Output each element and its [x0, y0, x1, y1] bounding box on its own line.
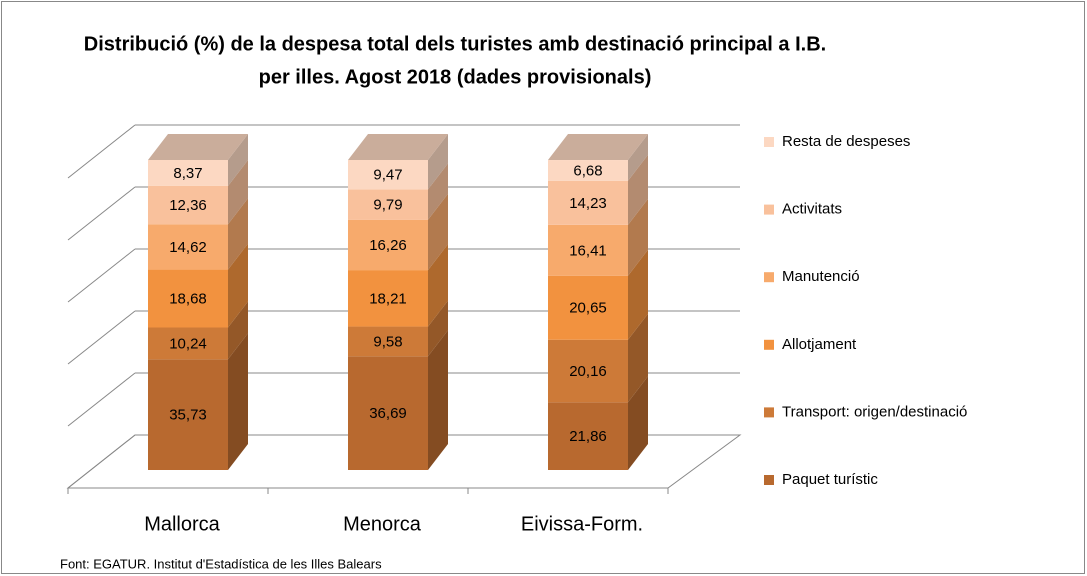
value-label: 9,79 [373, 197, 402, 214]
bar-side [428, 244, 448, 327]
bar-top [148, 134, 248, 160]
value-label: 9,47 [373, 167, 402, 184]
bar-side [428, 330, 448, 470]
legend-label: Resta de despeses [782, 133, 910, 150]
value-label: 16,26 [369, 237, 407, 254]
legend-swatch [764, 407, 774, 418]
legend-swatch [764, 137, 774, 147]
value-label: 12,36 [169, 197, 207, 214]
bar-segment [548, 224, 628, 276]
bar-side [628, 313, 648, 403]
grid-line [67, 310, 136, 365]
bar-side [228, 159, 248, 225]
value-label: 14,62 [169, 239, 207, 256]
grid-line [67, 186, 136, 241]
value-label: 35,73 [169, 407, 207, 424]
bar-segment [548, 402, 628, 470]
legend-label: Manutenció [782, 268, 860, 285]
bar-segment [348, 356, 428, 470]
value-label: 36,69 [369, 405, 407, 422]
bar-segment [548, 180, 628, 225]
grid-line [67, 372, 136, 427]
bar-segment [548, 275, 628, 340]
bar-side [628, 134, 648, 181]
bar-side [628, 198, 648, 276]
grid-line [67, 124, 136, 179]
value-label: 10,24 [169, 335, 207, 352]
grid-line [67, 248, 136, 303]
value-label: 18,68 [169, 291, 207, 308]
legend-label: Allotjament [782, 336, 857, 353]
bar-top [348, 134, 448, 160]
bar-side [228, 134, 248, 186]
value-label: 8,37 [173, 165, 202, 182]
bar-segment [348, 326, 428, 357]
bar-segment [348, 219, 428, 271]
bar-segment [348, 160, 428, 190]
value-label: 14,23 [569, 195, 607, 212]
value-label: 20,65 [569, 300, 607, 317]
legend-swatch [764, 272, 774, 283]
value-label: 20,16 [569, 363, 607, 380]
bar-side [628, 249, 648, 340]
bar-side [428, 163, 448, 220]
value-label: 18,21 [369, 290, 407, 307]
bar-segment [548, 339, 628, 403]
legend-label: Transport: origen/destinació [782, 403, 967, 420]
bar-segment [148, 160, 228, 186]
bar-segment [148, 327, 228, 360]
bar-side [428, 193, 448, 271]
value-label: 21,86 [569, 428, 607, 445]
legend-swatch [764, 475, 774, 485]
legend-label: Paquet turístic [782, 471, 878, 488]
bar-side [428, 300, 448, 357]
bar-segment [348, 270, 428, 327]
bar-side [228, 243, 248, 328]
bar-side [428, 134, 448, 190]
bar-segment [148, 224, 228, 270]
bar-side [228, 198, 248, 270]
x-tick-label: Mallorca [144, 513, 220, 535]
bar-side [228, 333, 248, 470]
x-tick-label: Eivissa-Form. [521, 513, 643, 535]
bar-top [548, 134, 648, 161]
legend-label: Activitats [782, 201, 842, 218]
bar-segment [148, 185, 228, 225]
value-label: 9,58 [373, 333, 402, 350]
legend-swatch [764, 339, 774, 350]
grid-line [67, 434, 136, 489]
bar-segment [148, 269, 228, 328]
value-label: 6,68 [573, 162, 602, 179]
bar-segment [148, 359, 228, 470]
chart-title: Distribució (%) de la despesa total dels… [84, 33, 826, 55]
bar-segment [348, 189, 428, 220]
chart-title: per illes. Agost 2018 (dades provisional… [259, 66, 652, 88]
source-note: Font: EGATUR. Institut d'Estadística de … [60, 556, 382, 571]
x-tick-label: Menorca [343, 513, 422, 535]
legend-swatch [764, 204, 774, 215]
bar-segment [548, 160, 628, 181]
bar-side [228, 301, 248, 360]
value-label: 16,41 [569, 242, 607, 259]
bar-side [628, 154, 648, 225]
bar-side [628, 376, 648, 470]
